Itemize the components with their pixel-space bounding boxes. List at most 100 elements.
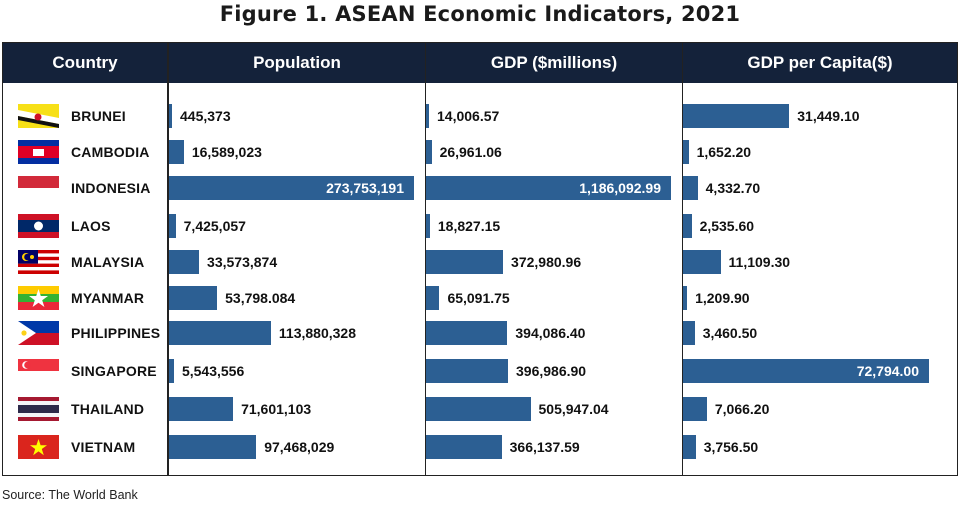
data-label: 11,109.30 bbox=[728, 254, 791, 270]
bar-row: 273,753,191 bbox=[169, 176, 425, 212]
data-label: 1,186,092.99 bbox=[579, 180, 661, 196]
data-label: 7,425,057 bbox=[183, 218, 246, 234]
bar-row: 31,449.10 bbox=[683, 104, 957, 140]
bar-row: 3,756.50 bbox=[683, 435, 957, 471]
bar-row: 11,109.30 bbox=[683, 250, 957, 286]
bar-malaysia bbox=[426, 250, 504, 274]
myanmar-flag-icon bbox=[18, 286, 59, 310]
bar-row: 396,986.90 bbox=[426, 359, 682, 395]
bar-row: 53,798.084 bbox=[169, 286, 425, 322]
bar-row: 72,794.00 bbox=[683, 359, 957, 395]
data-label: 366,137.59 bbox=[509, 439, 580, 455]
bar-thailand bbox=[683, 397, 707, 421]
country-label: MYANMAR bbox=[71, 290, 145, 306]
country-row-cambodia: CAMBODIA bbox=[3, 140, 167, 176]
data-label: 4,332.70 bbox=[705, 180, 761, 196]
bar-vietnam bbox=[426, 435, 502, 459]
bar-vietnam bbox=[683, 435, 696, 459]
data-label: 396,986.90 bbox=[516, 363, 587, 379]
bar-row: 97,468,029 bbox=[169, 435, 425, 471]
data-label: 5,543,556 bbox=[181, 363, 245, 379]
bar-row: 16,589,023 bbox=[169, 140, 425, 176]
data-label: 18,827.15 bbox=[437, 218, 501, 234]
gdp-per-capita-panel: GDP per Capita($) 31,449.10 1,652.20 4,332… bbox=[682, 42, 958, 476]
country-row-vietnam: VIETNAM bbox=[3, 435, 167, 471]
data-label: 372,980.96 bbox=[511, 254, 582, 270]
bar-row: 445,373 bbox=[169, 104, 425, 140]
bar-thailand bbox=[169, 397, 234, 421]
bar-myanmar bbox=[426, 286, 440, 310]
chart-title: Figure 1. ASEAN Economic Indicators, 202… bbox=[219, 2, 741, 26]
population-header: Population bbox=[169, 43, 425, 83]
data-label: 26,961.06 bbox=[439, 144, 502, 160]
bar-laos bbox=[683, 214, 692, 238]
data-label: 16,589,023 bbox=[191, 144, 262, 160]
country-label: THAILAND bbox=[71, 401, 145, 417]
bar-myanmar bbox=[683, 286, 688, 310]
data-label: 14,006.57 bbox=[437, 108, 500, 124]
data-label: 33,573,874 bbox=[207, 254, 278, 270]
bar-row: 7,425,057 bbox=[169, 214, 425, 250]
source-note: Source: The World Bank bbox=[2, 488, 138, 502]
country-row-laos: LAOS bbox=[3, 214, 167, 250]
bar-row: 5,543,556 bbox=[169, 359, 425, 395]
laos-flag-icon bbox=[18, 214, 59, 238]
cambodia-flag-icon bbox=[18, 140, 59, 164]
bar-indonesia bbox=[169, 176, 414, 200]
philippines-flag-icon bbox=[18, 321, 59, 345]
country-label: PHILIPPINES bbox=[71, 325, 161, 341]
country-row-singapore: SINGAPORE bbox=[3, 359, 167, 395]
bar-philippines bbox=[169, 321, 271, 345]
country-label: CAMBODIA bbox=[71, 144, 150, 160]
country-panel: Country BRUNEI CAMBODIA INDONESIA LAOS MALAY… bbox=[2, 42, 168, 476]
country-row-myanmar: MYANMAR bbox=[3, 286, 167, 322]
bar-cambodia bbox=[683, 140, 689, 164]
country-label: INDONESIA bbox=[71, 180, 151, 196]
country-row-malaysia: MALAYSIA bbox=[3, 250, 167, 286]
data-label: 71,601,103 bbox=[241, 401, 312, 417]
country-row-thailand: THAILAND bbox=[3, 397, 167, 433]
country-row-brunei: BRUNEI bbox=[3, 104, 167, 140]
vietnam-flag-icon bbox=[18, 435, 59, 459]
data-label: 72,794.00 bbox=[856, 363, 919, 379]
data-label: 1,209.90 bbox=[695, 290, 750, 306]
indonesia-flag-icon bbox=[18, 176, 59, 200]
bar-singapore bbox=[169, 359, 174, 383]
bar-row: 4,332.70 bbox=[683, 176, 957, 212]
gdp-per-capita-header: GDP per Capita($) bbox=[683, 43, 957, 83]
data-label: 31,449.10 bbox=[797, 108, 860, 124]
bar-brunei bbox=[683, 104, 790, 128]
bar-indonesia bbox=[683, 176, 698, 200]
bar-row: 366,137.59 bbox=[426, 435, 682, 471]
data-label: 505,947.04 bbox=[538, 401, 609, 417]
bar-row: 3,460.50 bbox=[683, 321, 957, 357]
data-label: 3,460.50 bbox=[702, 325, 758, 341]
country-label: MALAYSIA bbox=[71, 254, 145, 270]
bar-cambodia bbox=[169, 140, 184, 164]
population-panel: Population 445,373 16,589,023 273,753,191 7… bbox=[168, 42, 426, 476]
bar-laos bbox=[169, 214, 176, 238]
bar-indonesia bbox=[426, 176, 671, 200]
bar-philippines bbox=[426, 321, 508, 345]
country-label: BRUNEI bbox=[71, 108, 126, 124]
data-label: 2,535.60 bbox=[699, 218, 755, 234]
data-label: 113,880,328 bbox=[278, 325, 356, 341]
bar-vietnam bbox=[169, 435, 257, 459]
bar-row: 71,601,103 bbox=[169, 397, 425, 433]
data-label: 97,468,029 bbox=[264, 439, 335, 455]
bar-row: 2,535.60 bbox=[683, 214, 957, 250]
bar-row: 1,186,092.99 bbox=[426, 176, 682, 212]
data-label: 65,091.75 bbox=[447, 290, 510, 306]
bar-row: 7,066.20 bbox=[683, 397, 957, 433]
country-row-philippines: PHILIPPINES bbox=[3, 321, 167, 357]
gdp-header: GDP ($millions) bbox=[426, 43, 682, 83]
bar-cambodia bbox=[426, 140, 432, 164]
data-label: 1,652.20 bbox=[696, 144, 752, 160]
country-label: SINGAPORE bbox=[71, 363, 157, 379]
data-label: 273,753,191 bbox=[326, 180, 404, 196]
malaysia-flag-icon bbox=[18, 250, 59, 274]
singapore-flag-icon bbox=[18, 359, 59, 383]
bar-row: 65,091.75 bbox=[426, 286, 682, 322]
bar-row: 14,006.57 bbox=[426, 104, 682, 140]
bar-myanmar bbox=[169, 286, 218, 310]
